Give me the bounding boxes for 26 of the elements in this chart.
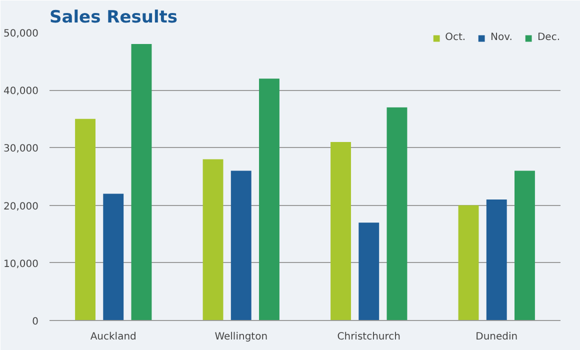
y-tick-label: 20,000 (4, 201, 39, 212)
bar (202, 159, 224, 320)
bar (486, 200, 507, 320)
chart-title: Sales Results (50, 8, 178, 28)
y-tick-label: 0 (32, 316, 39, 328)
bar (259, 78, 280, 320)
y-tick-label: 50,000 (4, 28, 39, 40)
bar (386, 107, 408, 320)
bar (458, 205, 479, 320)
y-tick-label: 30,000 (4, 144, 39, 155)
bar (230, 170, 252, 320)
bar (103, 194, 124, 320)
bar (330, 142, 351, 320)
y-tick-label: 10,000 (4, 258, 39, 270)
legend-label: Dec. (537, 32, 560, 43)
bar (358, 222, 380, 320)
bar (131, 44, 152, 320)
x-tick-label: Christchurch (337, 332, 401, 342)
legend-label: Oct. (445, 32, 466, 43)
y-tick-label: 40,000 (4, 86, 39, 98)
x-tick-label: Wellington (214, 332, 268, 342)
bar (514, 170, 535, 320)
x-tick-label: Auckland (90, 332, 136, 342)
legend-label: Nov. (490, 32, 512, 43)
bar (75, 118, 96, 320)
x-tick-label: Dunedin (476, 332, 518, 342)
